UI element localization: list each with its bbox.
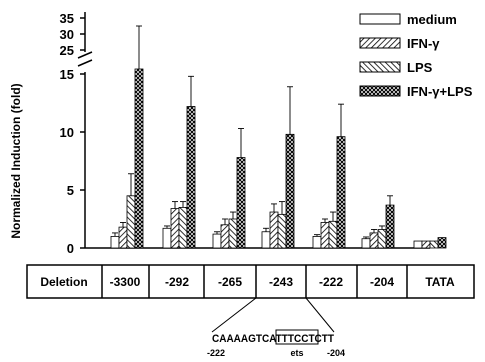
table-cell: -222 [319, 275, 343, 289]
legend-label: IFN-γ [407, 36, 440, 51]
bar-ifn--0 [118, 226, 128, 249]
callout-line-right [305, 297, 335, 333]
y-tick-label: 35 [60, 11, 74, 26]
y-ticks-lower: 0 5 10 15 [60, 67, 85, 256]
bar-medium-6 [413, 240, 423, 249]
table-cell: -3300 [110, 275, 141, 289]
ets-site-box [275, 329, 319, 345]
bar-medium-3 [261, 231, 271, 249]
bar-ifn--2 [220, 224, 230, 249]
legend-swatch-ifn-lps [359, 85, 401, 97]
bar-lps-6 [429, 240, 439, 249]
y-tick-label: 30 [60, 27, 74, 42]
bar-medium-0 [110, 235, 120, 249]
legend-label: medium [407, 12, 457, 27]
y-ticks-upper: 25 30 35 [60, 11, 85, 58]
table-header-deletion: Deletion [40, 275, 87, 289]
bar-ifn--4 [320, 222, 330, 249]
deletion-table: Deletion -3300 -292 -265 -243 -222 -204 … [26, 264, 475, 299]
bar-medium-2 [212, 233, 222, 249]
callout-line-left [211, 297, 257, 333]
bar-lps-1 [178, 206, 188, 249]
y-tick-label: 5 [67, 183, 74, 198]
bar-ifn-lps-4 [336, 136, 346, 249]
ets-motif-label: ets [290, 348, 303, 358]
table-border [26, 264, 475, 299]
legend-label: LPS [407, 60, 433, 75]
bar-lps-4 [328, 220, 338, 249]
sequence-start-label: -222 [207, 348, 225, 358]
bar-lps-0 [126, 195, 136, 249]
legend: medium IFN-γ LPS IFN-γ+LPS [359, 12, 473, 99]
y-axis-label: Normalized Induction (fold) [9, 83, 23, 238]
bar-lps-3 [277, 213, 287, 249]
axis-break-mark [77, 51, 93, 59]
bar-lps-2 [228, 218, 238, 249]
bar-ifn--6 [421, 240, 431, 249]
bar-ifn--1 [170, 208, 180, 249]
bar-medium-1 [162, 227, 172, 249]
y-tick-label: 25 [60, 43, 74, 58]
y-tick-label: 0 [67, 241, 74, 256]
y-tick-label: 10 [60, 125, 74, 140]
bar-ifn-lps-6 [437, 237, 447, 249]
bar-ifn-lps-0 [134, 68, 144, 249]
bar-medium-4 [312, 235, 322, 249]
bar-series-group [110, 25, 447, 249]
table-cell: -265 [218, 275, 242, 289]
bar-lps-5 [377, 229, 387, 249]
table-cell: TATA [425, 275, 455, 289]
legend-swatch-medium [359, 13, 401, 25]
sequence-callout: CAAAAGTCATTTCCTCTT -222 ets -204 [207, 297, 345, 358]
sequence-end-label: -204 [327, 348, 345, 358]
bar-ifn-lps-1 [186, 106, 196, 249]
bar-ifn-lps-5 [385, 204, 395, 249]
bar-ifn--3 [269, 211, 279, 249]
bar-ifn-lps-3 [285, 133, 295, 249]
bar-medium-5 [361, 238, 371, 249]
table-cell: -204 [370, 275, 394, 289]
table-cell: -292 [165, 275, 189, 289]
legend-swatch-ifn [359, 37, 401, 49]
bar-ifn-lps-2 [236, 157, 246, 249]
legend-label: IFN-γ+LPS [407, 84, 473, 99]
promoter-sequence: CAAAAGTCATTTCCTCTT [212, 333, 334, 345]
y-tick-label: 15 [60, 67, 74, 82]
axis-break-mark [77, 59, 93, 67]
table-cell: -243 [269, 275, 293, 289]
bar-ifn--5 [369, 232, 379, 249]
legend-swatch-lps [359, 61, 401, 73]
